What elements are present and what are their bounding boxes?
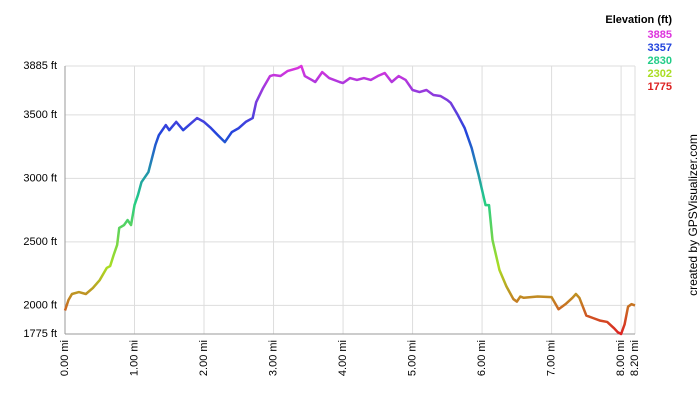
x-tick-label: 8.20 mi: [629, 340, 641, 376]
legend-entry: 3357: [648, 42, 672, 54]
legend-entry: 2302: [648, 68, 672, 80]
x-tick-label: 7.00 mi: [545, 340, 557, 376]
legend-entry: 2830: [648, 55, 672, 67]
x-tick-label: 5.00 mi: [406, 340, 418, 376]
x-tick-label: 1.00 mi: [128, 340, 140, 376]
y-tick-label: 3500 ft: [23, 109, 57, 121]
legend-entry: 1775: [648, 81, 672, 93]
credit: created by GPSVisualizer.com: [686, 134, 700, 296]
y-tick-label: 2500 ft: [23, 236, 57, 248]
x-tick-label: 2.00 mi: [198, 340, 210, 376]
y-tick-label: 1775 ft: [23, 328, 57, 340]
legend-entry: 3885: [648, 29, 672, 41]
legend-title: Elevation (ft): [605, 14, 672, 26]
x-tick-label: 4.00 mi: [337, 340, 349, 376]
x-tick-label: 3.00 mi: [267, 340, 279, 376]
x-tick-label: 8.00 mi: [615, 340, 627, 376]
x-tick-label: 6.00 mi: [476, 340, 488, 376]
y-tick-label: 2000 ft: [23, 299, 57, 311]
x-tick-label: 0.00 mi: [59, 340, 71, 376]
y-tick-label: 3885 ft: [23, 60, 57, 72]
y-tick-label: 3000 ft: [23, 172, 57, 184]
elevation-line: [63, 64, 636, 336]
